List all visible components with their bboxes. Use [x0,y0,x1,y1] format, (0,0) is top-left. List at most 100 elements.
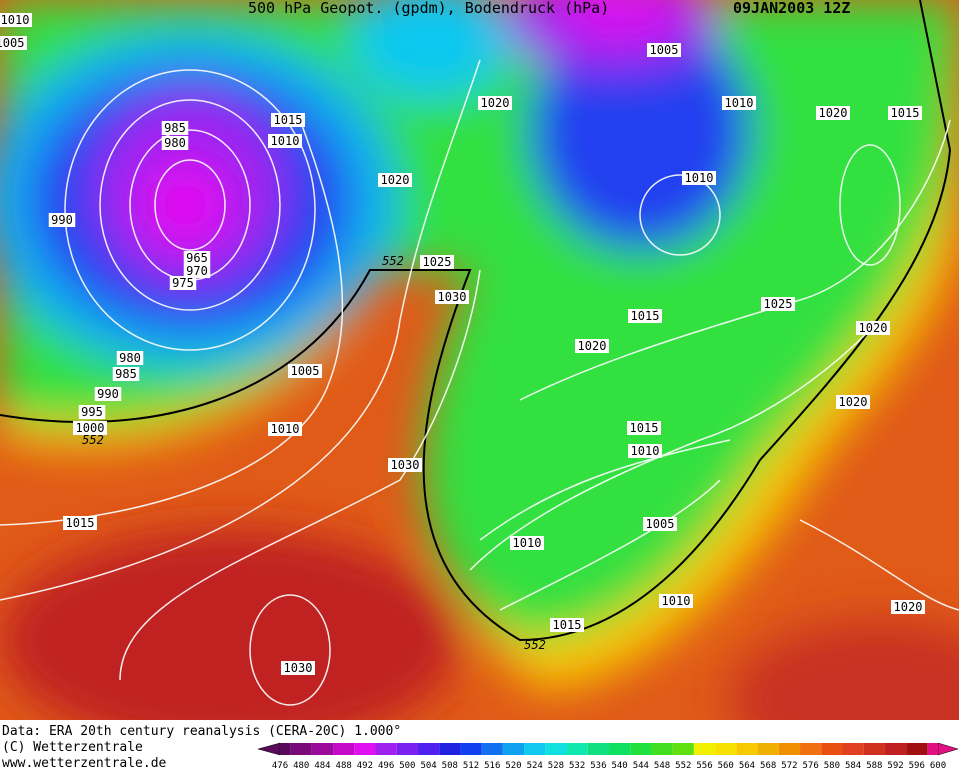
isobar-label: 1010 [513,536,542,550]
isobar-label: 552 [524,638,546,652]
isobar-label: 980 [164,136,186,150]
isobar-label: 1015 [631,309,660,323]
isobar-label: 1015 [274,113,303,127]
colorbar-swatch [609,743,631,755]
colorbar-swatch [502,743,525,755]
colorbar-end [257,742,281,756]
colorbar-label: 584 [845,761,861,770]
isobar-label: 990 [51,213,73,227]
isobar-label: 1025 [423,255,452,269]
colorbar-label: 600 [930,761,946,770]
map-date: 09JAN2003 12Z [733,0,850,17]
isobar-label: 1005 [291,364,320,378]
isobar-label-bg [63,516,97,530]
isobar-label-bg [94,387,122,401]
isobar-label: 980 [119,351,141,365]
isobar-label: 1005 [646,517,675,531]
colorbar-swatch [396,743,418,755]
isobar-label: 1030 [391,458,420,472]
isobar-label: 1010 [271,422,300,436]
isobar-label: 1020 [859,321,888,335]
colorbar-label: 528 [548,761,564,770]
colorbar-label: 516 [484,761,500,770]
colorbar-swatch [927,743,938,755]
colorbar-label: 500 [399,761,415,770]
isobar-label-bg [378,173,412,187]
isobar-label-bg [643,517,677,531]
isobar-label-bg [888,106,922,120]
colorbar-swatch [757,743,779,755]
isobar-label-bg [0,13,32,27]
isobar-label: 1020 [381,173,410,187]
colorbar-label: 488 [336,761,352,770]
colorbar-swatch [778,743,801,755]
isobar-label: 552 [82,433,104,447]
colorbar-swatch [311,743,334,755]
isobar-label-bg [288,364,322,378]
colorbar-swatch [630,743,652,755]
colorbar-label: 532 [569,761,585,770]
colorbar-label: 560 [718,761,734,770]
isobar-label: 1020 [819,106,848,120]
colorbar-label: 520 [505,761,521,770]
isobar-label-bg [478,96,512,110]
colorbar-swatch [884,743,907,755]
colorbar-label: 480 [293,761,309,770]
colorbar-label: 536 [590,761,606,770]
website: www.wetterzentrale.de [2,756,167,770]
colorbar-label: 484 [314,761,330,770]
isobar-label-bg [268,422,302,436]
isobar-label-bg [78,405,106,419]
colorbar-swatch [354,743,376,755]
isobar-label: 1010 [662,594,691,608]
isobar-label-bg [388,458,422,472]
isobar-label-bg [722,96,756,110]
colorbar-swatch [863,743,885,755]
colorbar-label: 524 [527,761,543,770]
isobar-label-bg [627,421,661,435]
isobar-label: 1005 [650,43,679,57]
isobar-label: 1025 [764,297,793,311]
colorbar-swatch [651,743,673,755]
isobar-label-bg [659,594,693,608]
colorbar-label: 492 [357,761,373,770]
colorbar-swatch [715,743,737,755]
isobar-label: 985 [164,121,186,135]
isobar-label: 1015 [553,618,582,632]
isobar-label: 1020 [481,96,510,110]
colorbar-swatch [587,743,609,755]
isobar-label-bg [628,309,662,323]
colorbar-label: 548 [654,761,670,770]
isobar-label: 990 [97,387,119,401]
isobar-label: 1020 [578,339,607,353]
colorbar-swatch [333,743,355,755]
copyright: (C) Wetterzentrale [2,740,143,755]
isobar-label-bg [761,297,795,311]
isobar-label-bg [112,367,140,381]
isobar-label: 1020 [839,395,868,409]
map-title: 500 hPa Geopot. (gpdm), Bodendruck (hPa) [248,0,609,17]
colorbar-swatch [545,743,567,755]
colorbar-label: 588 [866,761,882,770]
isobar-label: 1010 [271,134,300,148]
isobar-label-bg [116,351,144,365]
isobar-label: 1020 [894,600,923,614]
colorbar-swatch [693,743,716,755]
colorbar-label: 504 [420,761,436,770]
colorbar-swatch [460,743,482,755]
isobar-label: 1005 [0,36,24,50]
colorbar-swatch [280,743,291,755]
isobar-label: 1015 [891,106,920,120]
colorbar-swatch [821,743,843,755]
colorbar-swatch [842,743,864,755]
colorbar-label: 564 [739,761,755,770]
isobar-label: 1000 [76,421,105,435]
isobar-label-bg [891,600,925,614]
isobar-label: 975 [172,276,194,290]
colorbar-swatch [566,743,588,755]
colorbar-label: 572 [781,761,797,770]
isobar-label: 1030 [284,661,313,675]
isobar-label-bg [281,661,315,675]
